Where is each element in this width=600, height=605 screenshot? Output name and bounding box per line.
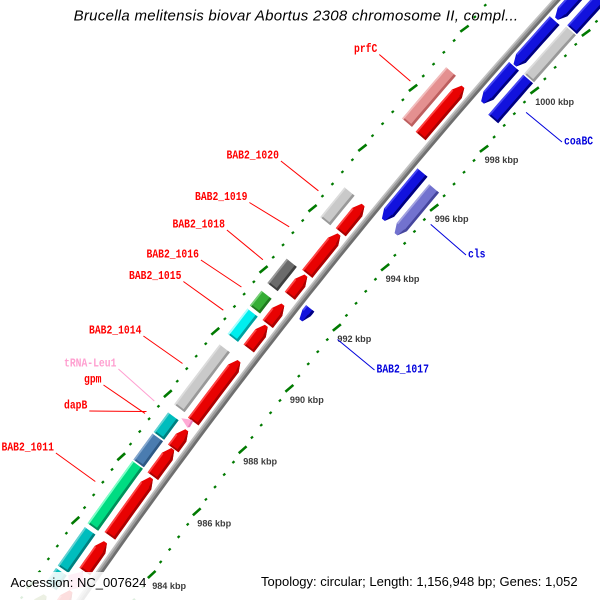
svg-text:996 kbp: 996 kbp [435,214,469,224]
svg-text:dapB: dapB [64,399,87,413]
svg-text:BAB2_1018: BAB2_1018 [173,218,225,232]
svg-text:BAB2_1016: BAB2_1016 [147,248,199,262]
svg-text:994 kbp: 994 kbp [386,274,420,284]
svg-text:BAB2_1020: BAB2_1020 [227,149,279,163]
svg-text:1000 kbp: 1000 kbp [535,97,574,107]
svg-text:BAB2_1015: BAB2_1015 [129,269,181,283]
svg-text:988 kbp: 988 kbp [243,456,277,466]
svg-text:984 kbp: 984 kbp [152,581,186,591]
svg-text:cls: cls [468,248,486,262]
svg-text:992 kbp: 992 kbp [337,334,371,344]
svg-text:coaBC: coaBC [564,135,593,149]
svg-text:prfC: prfC [354,42,377,56]
svg-text:BAB2_1019: BAB2_1019 [195,190,247,204]
svg-text:tRNA-Leu1: tRNA-Leu1 [64,357,116,371]
svg-text:998 kbp: 998 kbp [485,155,519,165]
svg-text:BAB2_1017: BAB2_1017 [377,363,429,377]
svg-text:BAB2_1014: BAB2_1014 [89,324,141,338]
svg-text:BAB2_1011: BAB2_1011 [2,441,54,455]
svg-text:Accession: NC_007624: Accession: NC_007624 [11,575,147,590]
svg-text:gpm: gpm [84,373,102,387]
svg-text:Brucella melitensis biovar Abo: Brucella melitensis biovar Abortus 2308 … [74,8,519,25]
svg-text:986 kbp: 986 kbp [197,518,231,528]
svg-text:990 kbp: 990 kbp [290,395,324,405]
svg-text:Topology: circular; Length: 1,: Topology: circular; Length: 1,156,948 bp… [261,574,578,589]
